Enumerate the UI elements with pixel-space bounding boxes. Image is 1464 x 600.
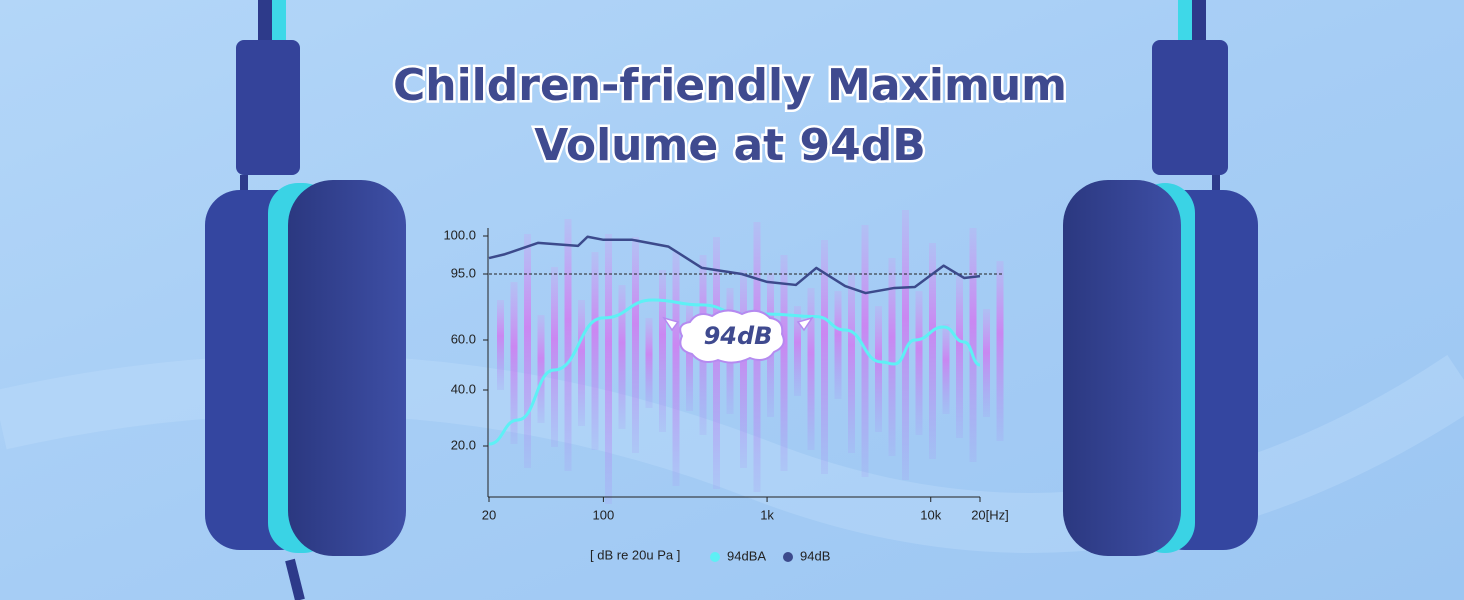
unit-label: [ dB re 20u Pa ] — [590, 547, 680, 562]
decorative-bar — [713, 237, 720, 489]
x-tick-label: 1k — [760, 507, 774, 522]
series-line — [488, 235, 981, 295]
decorative-bar — [807, 288, 815, 450]
y-tick-label: 95.0 — [451, 265, 476, 280]
left-headphone — [205, 0, 406, 600]
decorative-bar — [996, 261, 1004, 441]
decorative-bar — [969, 228, 977, 462]
legend-swatch — [783, 552, 793, 562]
right-headphone — [1063, 0, 1258, 556]
decorative-bar — [578, 300, 585, 426]
decorative-bar — [659, 270, 666, 432]
decorative-bar — [888, 258, 896, 456]
decorative-bar — [915, 291, 923, 435]
legend: 94dBA 94dB — [710, 548, 830, 563]
x-tick-label: 10k — [920, 507, 941, 522]
decorative-bar — [564, 219, 572, 471]
decorative-bar — [618, 285, 626, 429]
decorative-bar — [632, 237, 639, 453]
decorative-bar — [740, 270, 747, 468]
decorative-bar — [902, 210, 909, 480]
decorative-bar — [537, 315, 545, 423]
decorative-bar — [875, 306, 882, 432]
title-line: Children-friendly Maximum — [393, 60, 1067, 111]
decorative-bar — [794, 306, 801, 396]
y-tick-label: 20.0 — [451, 437, 476, 452]
legend-label: 94dB — [800, 548, 830, 563]
x-tick-label: 20[Hz] — [971, 507, 1009, 522]
decorative-bar — [848, 273, 855, 453]
decorative-bar — [591, 252, 599, 450]
legend-swatch — [710, 552, 720, 562]
y-tick-label: 100.0 — [443, 227, 476, 242]
decorative-bar — [983, 309, 990, 417]
series-line — [488, 298, 981, 446]
decorative-bar — [605, 234, 612, 504]
decorative-bar — [510, 282, 518, 444]
decorative-bar — [672, 252, 680, 486]
badge: 94dB — [662, 309, 814, 364]
decorative-bar — [645, 318, 653, 408]
y-tick-label: 60.0 — [451, 331, 476, 346]
title-line: Volume at 94dB — [534, 120, 926, 171]
decorative-bar — [551, 267, 558, 447]
decorative-bar — [686, 303, 693, 411]
decorative-bar — [497, 300, 504, 390]
decorative-bar — [834, 291, 842, 399]
decorative-bar — [956, 276, 963, 438]
legend-label: 94dBA — [727, 548, 766, 563]
decorative-bar — [929, 243, 936, 459]
badge-text: 94dB — [704, 322, 773, 350]
y-tick-label: 40.0 — [451, 381, 476, 396]
decorative-bar — [942, 324, 950, 414]
x-tick-label: 100 — [593, 507, 615, 522]
decorative-bar — [524, 234, 531, 468]
x-tick-label: 20 — [482, 507, 496, 522]
plot: 20.0 40.0 60.0 95.0 100.0 20 100 1k 10k 20[Hz] — [443, 227, 1008, 522]
decorative-bar — [821, 240, 828, 474]
decorative-bar — [780, 255, 788, 471]
